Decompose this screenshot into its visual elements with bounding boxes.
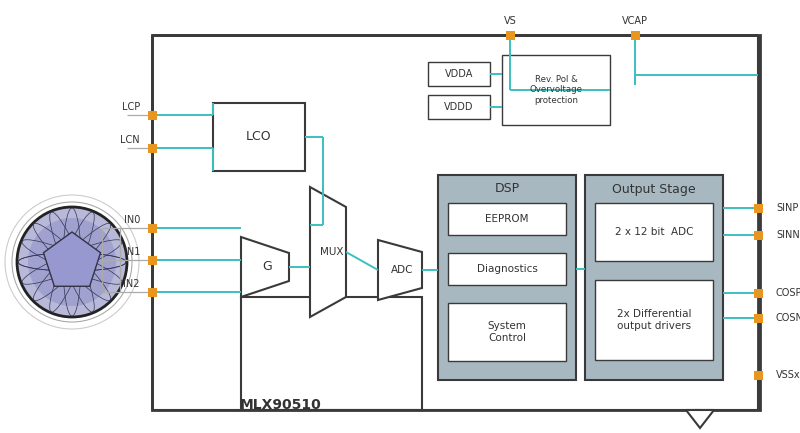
Text: IN0: IN0 — [124, 215, 140, 225]
Text: Rev. Pol &
Overvoltage
protection: Rev. Pol & Overvoltage protection — [530, 75, 582, 105]
Bar — [595, 280, 713, 360]
Polygon shape — [310, 187, 346, 317]
Bar — [147, 288, 157, 297]
Bar — [438, 175, 576, 380]
Polygon shape — [43, 232, 101, 286]
Text: VSSx: VSSx — [776, 370, 800, 380]
Text: SINP: SINP — [776, 203, 798, 213]
Bar — [754, 230, 762, 239]
Text: COSP: COSP — [776, 288, 800, 298]
Text: EEPROM: EEPROM — [486, 214, 529, 224]
Text: COSN: COSN — [776, 313, 800, 323]
Bar — [448, 303, 566, 361]
Text: System
Control: System Control — [487, 321, 526, 343]
Bar — [506, 30, 514, 39]
Circle shape — [28, 218, 116, 306]
Polygon shape — [686, 410, 714, 428]
Text: IN2: IN2 — [123, 279, 140, 289]
Text: 2 x 12 bit  ADC: 2 x 12 bit ADC — [614, 227, 694, 237]
Polygon shape — [378, 240, 422, 300]
Circle shape — [17, 207, 127, 317]
Bar — [147, 255, 157, 265]
Bar — [147, 110, 157, 120]
Text: DSP: DSP — [494, 182, 519, 196]
Bar — [754, 371, 762, 379]
Text: LCP: LCP — [122, 102, 140, 112]
Text: VDDA: VDDA — [445, 69, 473, 79]
Bar — [502, 55, 610, 125]
Text: VS: VS — [504, 16, 516, 26]
Bar — [428, 62, 490, 86]
Bar — [147, 223, 157, 233]
Text: G: G — [262, 261, 272, 274]
Bar — [585, 175, 723, 380]
Bar — [754, 288, 762, 297]
Text: VDDD: VDDD — [444, 102, 474, 112]
Bar — [595, 203, 713, 261]
Bar — [213, 103, 305, 171]
Text: MLX90510: MLX90510 — [240, 398, 322, 412]
Bar — [448, 203, 566, 235]
Text: MUX: MUX — [320, 247, 344, 257]
Text: LCN: LCN — [120, 135, 140, 145]
Bar — [152, 35, 760, 410]
Text: ADC: ADC — [390, 265, 414, 275]
Bar — [241, 297, 422, 410]
Text: Output Stage: Output Stage — [612, 182, 696, 196]
Text: VCAP: VCAP — [622, 16, 648, 26]
Text: 2x Differential
output drivers: 2x Differential output drivers — [617, 309, 691, 331]
Bar — [428, 95, 490, 119]
Bar — [630, 30, 639, 39]
Bar — [448, 253, 566, 285]
Text: IN1: IN1 — [124, 247, 140, 257]
Text: LCO: LCO — [246, 130, 272, 143]
Text: SINN: SINN — [776, 230, 800, 240]
Bar — [754, 204, 762, 213]
Bar — [754, 313, 762, 323]
Text: Diagnostics: Diagnostics — [477, 264, 538, 274]
Bar — [147, 143, 157, 152]
Polygon shape — [241, 237, 289, 297]
